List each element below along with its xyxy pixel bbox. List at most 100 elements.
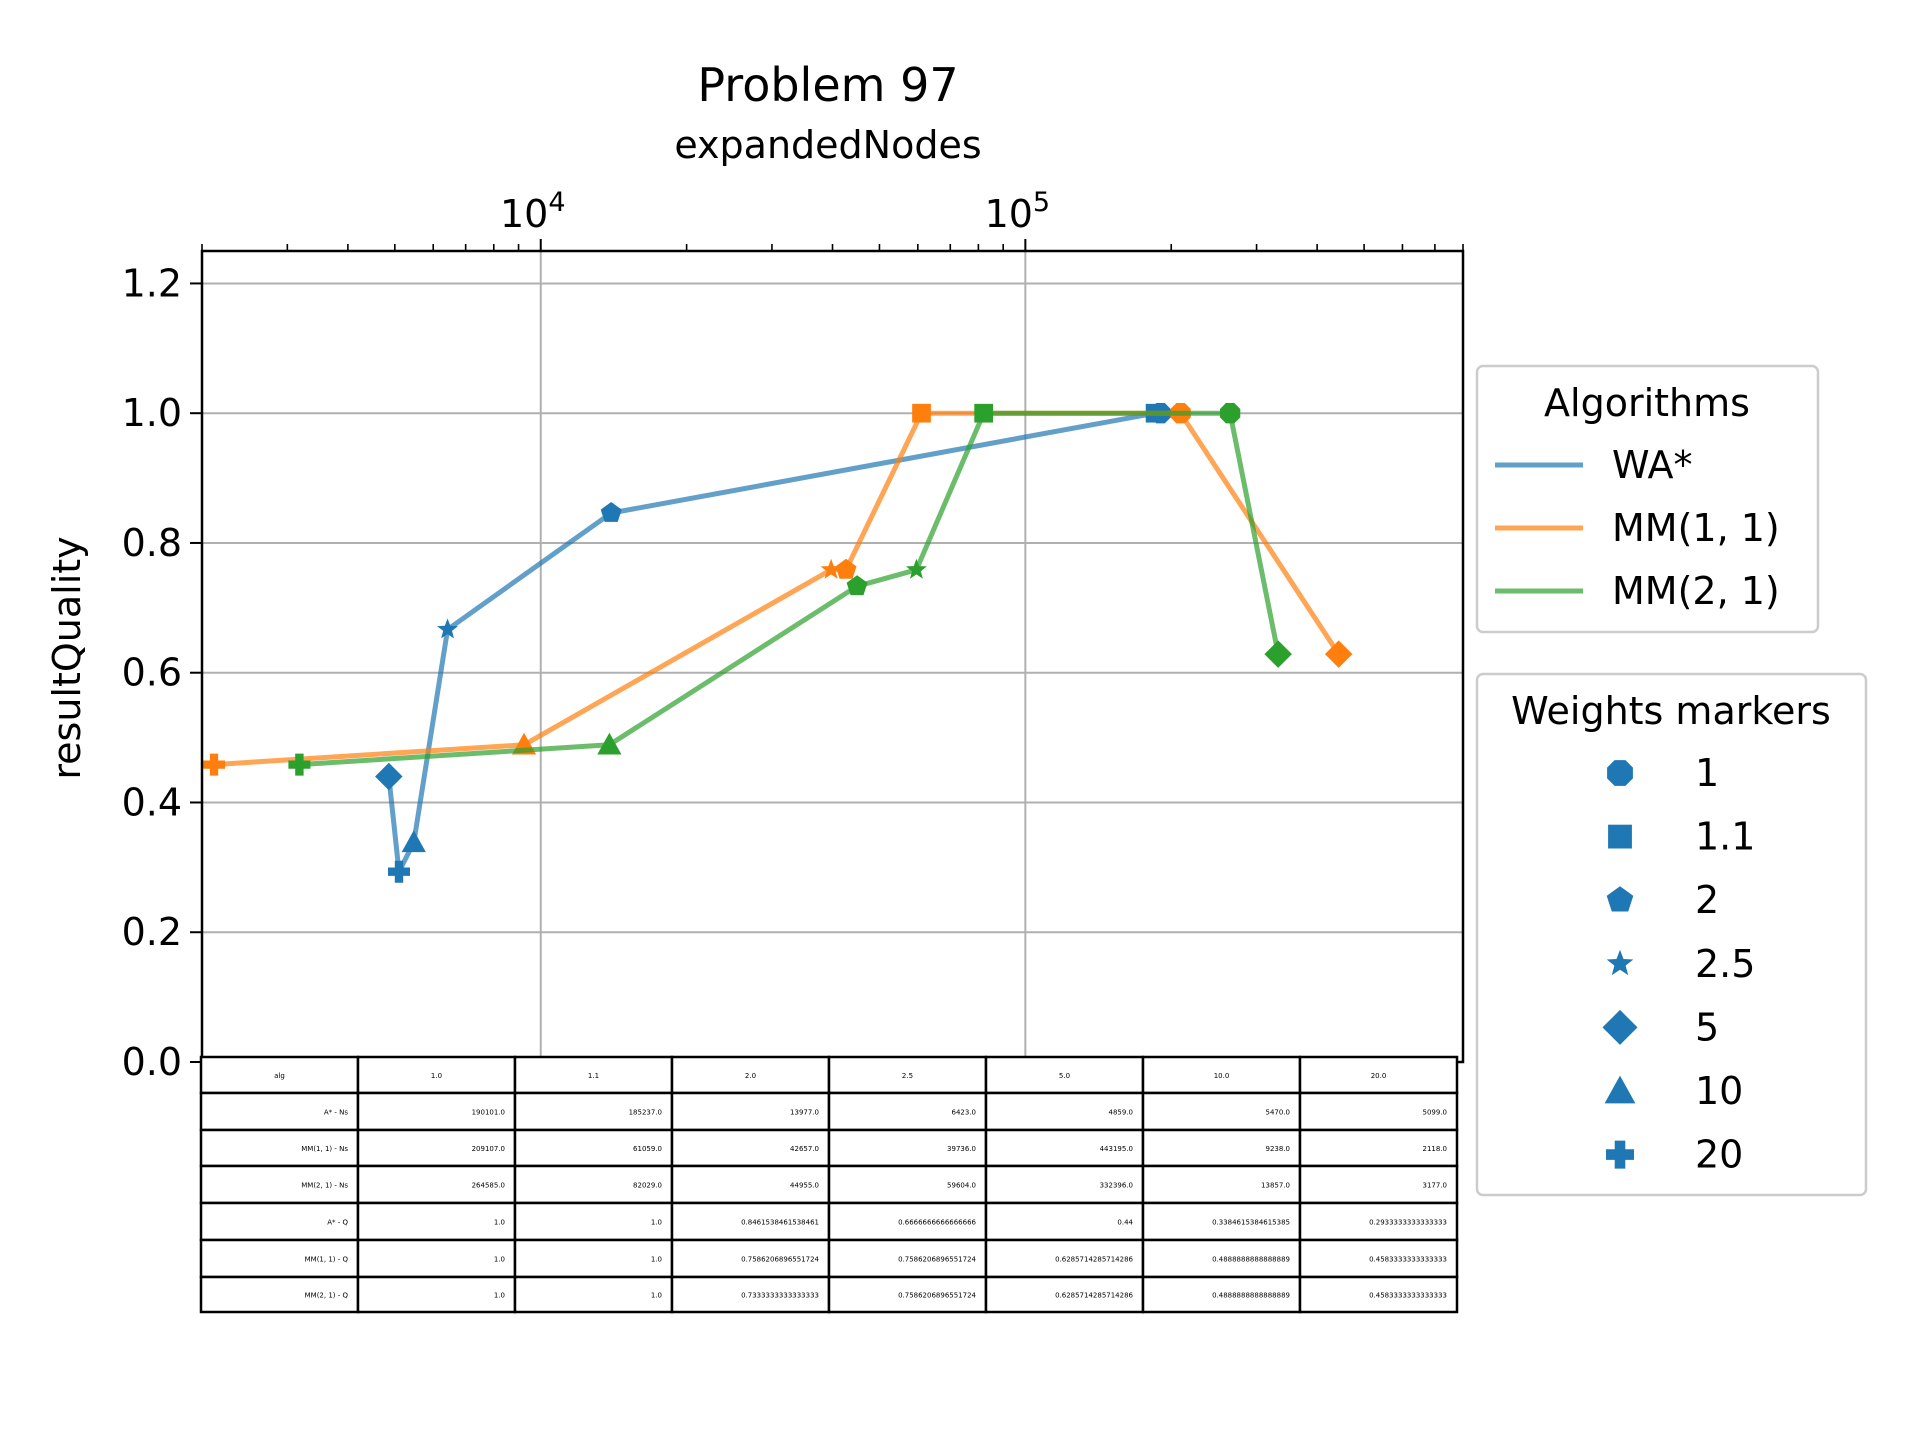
table-cell xyxy=(1141,1275,1302,1314)
series-mm-2-1 xyxy=(288,403,1292,776)
data-point xyxy=(375,762,403,791)
table-cell-text: 0.7586206896551724 xyxy=(741,1256,819,1264)
table-cell-text: 1.0 xyxy=(494,1292,505,1300)
table-cell-text: 4859.0 xyxy=(1109,1109,1134,1117)
table-cell-text: 185237.0 xyxy=(629,1109,662,1117)
data-point xyxy=(912,403,931,423)
table-cell-text: 264585.0 xyxy=(472,1182,505,1190)
legend-title: Algorithms xyxy=(1544,381,1750,425)
table-cell xyxy=(1298,1201,1459,1242)
table-cell-text: 5099.0 xyxy=(1423,1109,1448,1117)
table-cell-text: 1.0 xyxy=(651,1219,662,1227)
table-cell-text: 5470.0 xyxy=(1266,1109,1291,1117)
legend-label: 20 xyxy=(1695,1133,1743,1177)
table-cell-text: 61059.0 xyxy=(633,1145,662,1153)
table-cell xyxy=(513,1201,674,1242)
table-cell xyxy=(670,1091,831,1132)
legend-marker xyxy=(1606,949,1634,976)
data-point xyxy=(835,558,857,579)
table-cell-text: 3177.0 xyxy=(1423,1182,1448,1190)
data-point xyxy=(1324,640,1353,668)
table-cell-text: 39736.0 xyxy=(947,1145,976,1153)
table-cell xyxy=(1298,1128,1459,1168)
legend-entry: 2.5 xyxy=(1606,942,1755,986)
data-point xyxy=(1220,403,1241,424)
table-cell xyxy=(199,1055,360,1095)
table-header-row: alg 1.0 1.1 2.0 2.5 5.0 10.0 20.0 xyxy=(199,1055,1459,1095)
table-row: MM(2, 1) - Ns 264585.0 82029.0 44955.0 59604… xyxy=(199,1164,1459,1205)
table-cell-text: 13857.0 xyxy=(1261,1182,1290,1190)
table-cell-text: 0.6666666666666666 xyxy=(898,1219,976,1227)
data-point xyxy=(974,403,994,423)
data-point xyxy=(820,558,842,579)
table-cell-text: 0.2933333333333333 xyxy=(1369,1219,1447,1227)
table-cell-text: 1.0 xyxy=(431,1072,442,1080)
table-cell-text: 9238.0 xyxy=(1266,1145,1291,1153)
legend-entry: MM(1, 1) xyxy=(1495,506,1780,550)
data-point xyxy=(600,502,622,522)
table-cell-text: 0.4583333333333333 xyxy=(1369,1292,1447,1300)
table-cell-text: A* - Q xyxy=(327,1219,348,1227)
data-point xyxy=(388,860,410,883)
x-axis-label: expandedNodes xyxy=(674,123,981,167)
table-cell-text: 0.6285714285714286 xyxy=(1055,1256,1133,1264)
table-cell-text: 0.8461538461538461 xyxy=(741,1219,819,1227)
table-cell-text: 1.0 xyxy=(651,1256,662,1264)
table-cell-text: 2118.0 xyxy=(1423,1145,1448,1153)
table-cell xyxy=(984,1201,1145,1242)
y-tick-label: 1.2 xyxy=(122,261,182,305)
table-cell-text: 0.4888888888888889 xyxy=(1212,1256,1290,1264)
x-tick-label: 104 xyxy=(500,187,566,236)
table-cell-text: 0.6285714285714286 xyxy=(1055,1292,1133,1300)
data-point xyxy=(437,618,458,639)
table-cell xyxy=(356,1275,517,1314)
table-cell-text: 1.0 xyxy=(651,1292,662,1300)
table-cell-text: MM(1, 1) - Q xyxy=(305,1256,349,1264)
data-point xyxy=(401,830,426,853)
table-cell-text: 0.44 xyxy=(1117,1219,1133,1227)
table-cell-text: MM(1, 1) - Ns xyxy=(301,1145,348,1153)
table-cell-text: 0.4888888888888889 xyxy=(1212,1292,1290,1300)
legend-entry: 2 xyxy=(1606,878,1719,922)
table-cell-text: 2.5 xyxy=(902,1072,913,1080)
legend-label: 1.1 xyxy=(1695,815,1755,859)
table-cell-text: 1.0 xyxy=(494,1256,505,1264)
x-tick-label: 105 xyxy=(985,187,1051,236)
table-cell xyxy=(670,1055,831,1095)
table-cell xyxy=(199,1238,360,1279)
legend-marker xyxy=(1606,1140,1634,1169)
table-cell-text: 2.0 xyxy=(745,1072,756,1080)
table-row: A* - Q 1.0 1.0 0.8461538461538461 0.66666666… xyxy=(199,1201,1459,1242)
legend-entry: MM(2, 1) xyxy=(1495,569,1780,613)
table-cell-text: 1.0 xyxy=(494,1219,505,1227)
data-point xyxy=(597,732,622,755)
y-tick-label: 0.0 xyxy=(122,1040,182,1084)
legend-label: 10 xyxy=(1695,1069,1743,1113)
table-cell-text: 42657.0 xyxy=(790,1145,819,1153)
table-cell-text: 44955.0 xyxy=(790,1182,819,1190)
legend-algorithms: Algorithms WA* MM(1, 1) MM(2, 1) xyxy=(1475,364,1820,634)
table-cell-text: 0.4583333333333333 xyxy=(1369,1256,1447,1264)
table-row: MM(1, 1) - Ns 209107.0 61059.0 42657.0 39736… xyxy=(199,1128,1459,1168)
legend-marker xyxy=(1606,886,1634,912)
table-cell-text: 209107.0 xyxy=(472,1145,505,1153)
y-tick-label: 0.8 xyxy=(122,521,182,565)
legend-entry: 10 xyxy=(1604,1069,1743,1113)
data-point xyxy=(1264,640,1292,668)
y-tick-label: 1.0 xyxy=(122,391,182,435)
table-cell xyxy=(1141,1164,1302,1205)
legend-entry: 5 xyxy=(1602,1005,1719,1049)
legend-marker xyxy=(1607,760,1633,786)
legend-entry: 1.1 xyxy=(1608,815,1755,859)
plot-area: 0.0 0.2 0.4 0.6 0.8 1.0 1.2 104 105 xyxy=(122,187,1465,1084)
table-cell xyxy=(1298,1238,1459,1279)
table-cell-text: 59604.0 xyxy=(947,1182,976,1190)
table-cell-text: 6423.0 xyxy=(952,1109,977,1117)
legend-label: WA* xyxy=(1612,443,1693,487)
table-cell-text: 1.1 xyxy=(588,1072,599,1080)
table-cell xyxy=(670,1275,831,1314)
table-cell xyxy=(356,1201,517,1242)
data-point xyxy=(288,753,311,776)
data-point xyxy=(203,753,226,776)
